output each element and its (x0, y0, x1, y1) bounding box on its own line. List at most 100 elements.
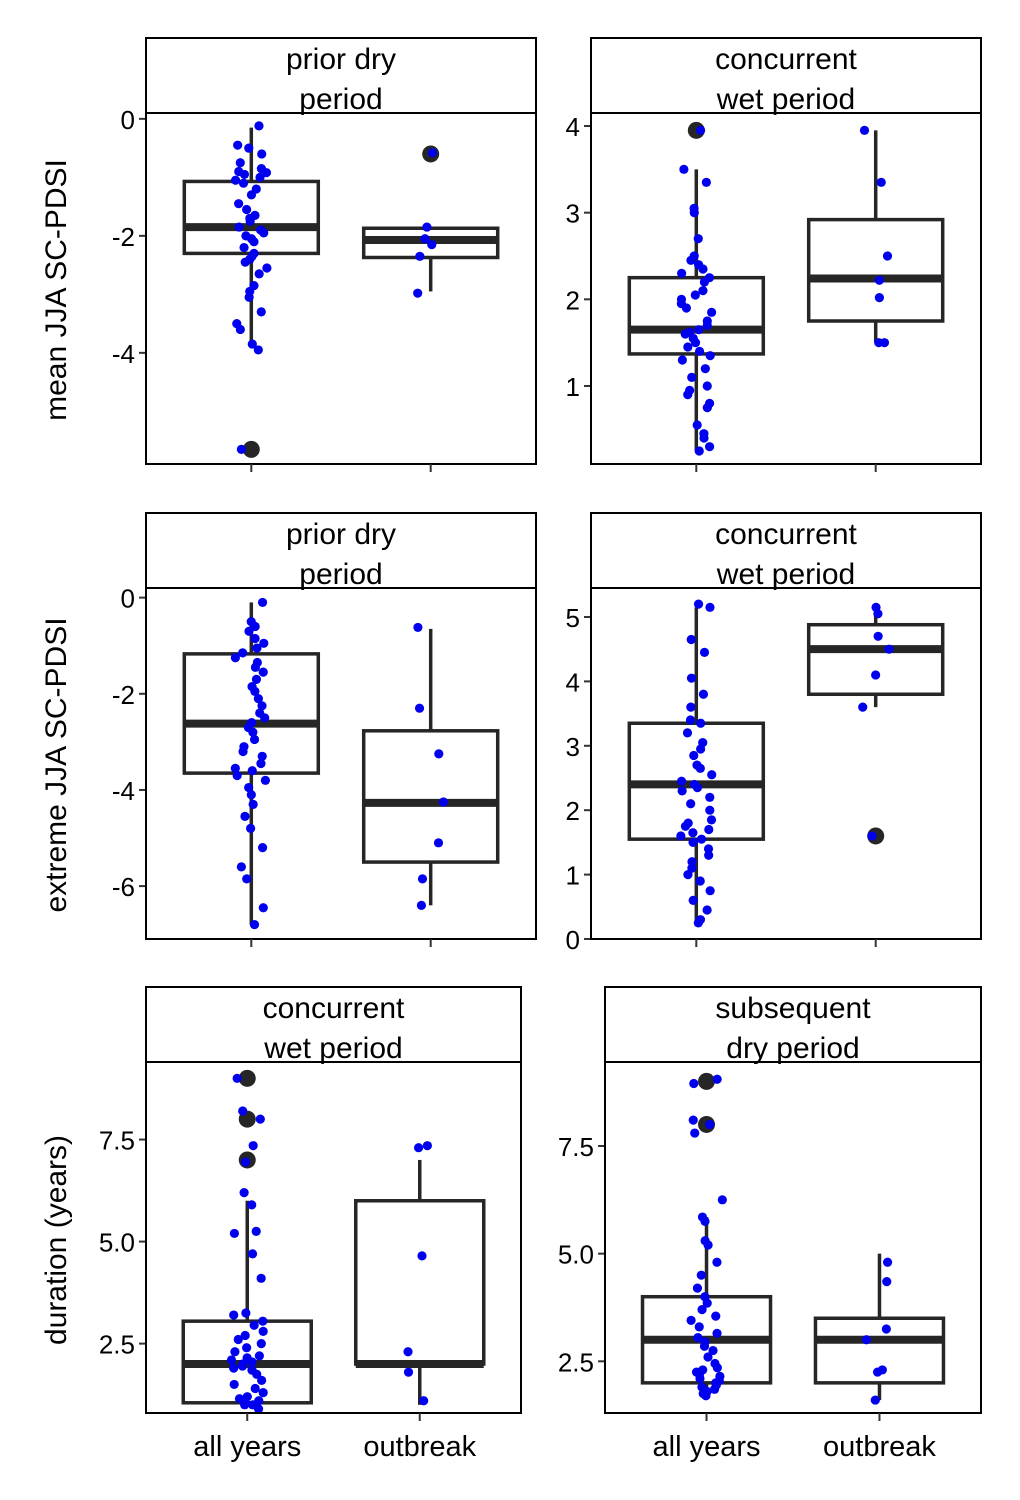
data-point (692, 420, 702, 430)
data-point (694, 446, 704, 456)
data-point (415, 251, 425, 261)
panel-border (604, 1061, 982, 1414)
panel-1-0: prior dry period 0 -2 -4 -6 (112, 512, 537, 947)
data-point (239, 242, 249, 253)
data-point (704, 824, 714, 835)
data-point (250, 1383, 260, 1394)
data-point (697, 1382, 707, 1392)
data-point (240, 811, 250, 821)
data-point (712, 1257, 722, 1267)
data-point (690, 290, 700, 300)
outlier-point (238, 1069, 256, 1087)
data-point (230, 1347, 240, 1357)
data-point (247, 339, 257, 349)
data-point (683, 342, 693, 352)
data-point (694, 1322, 704, 1332)
data-point (240, 1157, 251, 1167)
x-tick-label: all years (653, 1431, 761, 1463)
data-point (261, 168, 272, 178)
data-point (259, 228, 269, 238)
data-point (413, 1143, 424, 1153)
data-point (700, 1236, 710, 1246)
strip-label: subsequent (715, 992, 871, 1025)
data-point (247, 1365, 257, 1375)
data-point (256, 758, 266, 769)
strip-label: concurrent (263, 992, 405, 1025)
data-point (706, 815, 717, 825)
x-tick-label: all years (193, 1431, 301, 1463)
data-point (710, 1358, 720, 1369)
data-point (234, 199, 244, 209)
data-point (244, 143, 254, 153)
data-point (238, 1106, 248, 1116)
row-label-duration: duration (years) (40, 1135, 73, 1345)
data-point (696, 1270, 706, 1280)
y-tick-label: -4 (112, 776, 135, 806)
panel-border (145, 1061, 522, 1414)
box (361, 729, 500, 864)
data-point (686, 634, 696, 645)
data-point (242, 1392, 252, 1402)
data-point (249, 734, 260, 745)
box (806, 217, 945, 323)
data-point (251, 674, 262, 684)
data-point (702, 316, 712, 326)
data-point (256, 1339, 266, 1349)
data-point (705, 1119, 715, 1130)
data-point (258, 1316, 268, 1326)
data-point (257, 701, 267, 711)
y-tick-label: -2 (112, 680, 135, 710)
data-point (248, 1141, 258, 1151)
panel-2-0: concurrent wet period 2.5 5.0 7.5 all years ou… (99, 986, 522, 1463)
data-point (434, 749, 444, 759)
y-tick-label: 4 (566, 667, 580, 697)
data-point (700, 1337, 710, 1347)
strip-header (145, 512, 537, 589)
y-tick-label: 7.5 (99, 1126, 135, 1156)
data-point (686, 702, 696, 712)
panel-border (590, 112, 982, 465)
data-point (236, 862, 246, 872)
data-point (689, 779, 700, 790)
data-point (417, 1251, 427, 1261)
data-point (238, 648, 248, 658)
data-point (256, 1273, 266, 1283)
data-point (244, 782, 254, 793)
data-point (699, 647, 710, 658)
data-point (711, 1311, 721, 1321)
data-point (676, 294, 687, 304)
data-point (260, 775, 271, 785)
data-point (704, 850, 714, 860)
data-point (689, 1078, 699, 1089)
data-point (247, 1200, 257, 1210)
data-point (254, 1351, 264, 1361)
data-point (700, 1292, 710, 1302)
outlier-point (698, 1072, 716, 1090)
data-point (254, 121, 264, 131)
data-point (698, 286, 708, 296)
data-point (417, 874, 428, 884)
data-point (699, 429, 709, 439)
strip-label: concurrent (715, 518, 857, 551)
data-point (695, 915, 706, 925)
data-point (882, 1257, 893, 1267)
data-point (234, 1394, 245, 1404)
y-tick-label: -6 (112, 872, 135, 902)
data-point (705, 886, 715, 896)
box (806, 622, 945, 697)
data-point (233, 1334, 243, 1345)
y-tick-label: 0 (566, 925, 580, 955)
data-point (870, 1395, 880, 1405)
strip-label: prior dry (286, 43, 396, 76)
data-point (690, 1128, 700, 1138)
data-point (253, 693, 263, 704)
data-point (416, 900, 427, 910)
strip-label: period (299, 83, 382, 116)
strip-label: wet period (716, 83, 855, 116)
data-point (230, 763, 240, 773)
data-point (242, 1343, 252, 1353)
data-point (715, 1371, 725, 1381)
data-point (249, 237, 259, 247)
panel-0-0: prior dry period 0 -2 -4 (112, 37, 537, 472)
